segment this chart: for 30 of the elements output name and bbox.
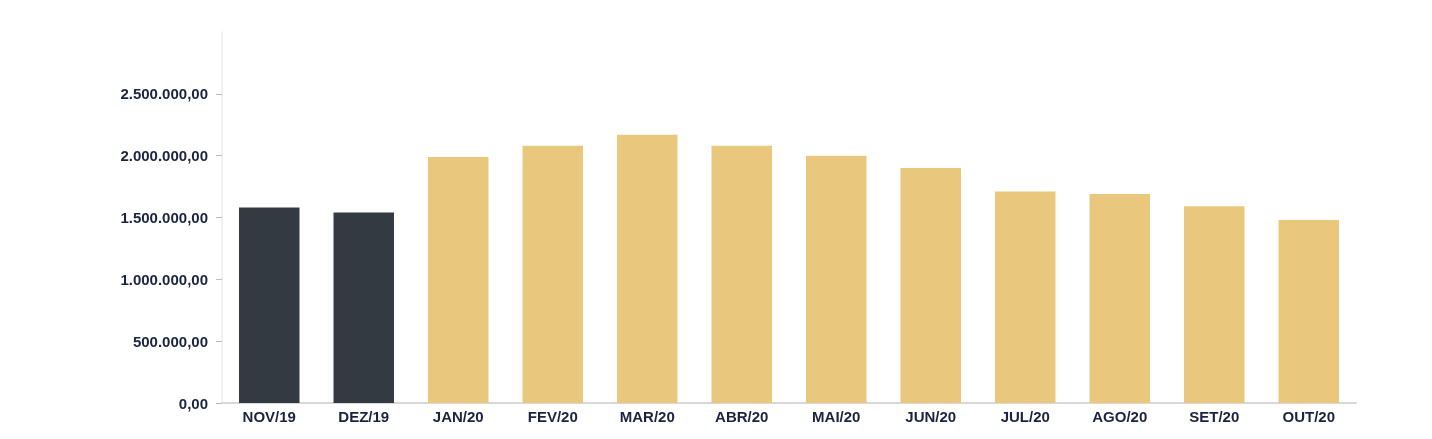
x-tick-label: JUL/20 [1000,408,1050,425]
x-tick-label: ABR/20 [715,408,769,425]
y-tick-label: 2.500.000,00 [120,85,208,103]
bar [900,168,961,403]
bar [428,156,489,403]
bar [806,155,867,403]
x-tick-label: SET/20 [1189,408,1240,425]
bar [239,207,300,403]
bar [617,134,678,403]
bar [333,212,394,403]
bar [1278,219,1339,403]
x-tick-label: JAN/20 [432,408,484,425]
bar [522,145,583,403]
x-tick-label: FEV/20 [527,408,578,425]
x-tick-label: AGO/20 [1092,408,1148,425]
y-tick-label: 0,00 [178,394,208,412]
x-tick-label: MAR/20 [619,408,675,425]
bar [1089,194,1150,403]
x-tick-label: DEZ/19 [338,408,390,425]
x-tick-label: MAI/20 [812,408,861,425]
y-tick-label: 2.000.000,00 [120,147,208,165]
y-tick-label: 500.000,00 [132,332,208,350]
y-tick-label: 1.500.000,00 [120,209,208,226]
bar [711,145,772,403]
x-tick-label: OUT/20 [1282,408,1336,425]
x-tick-label: NOV/19 [242,408,296,425]
x-tick-label: JUN/20 [905,408,957,425]
y-tick-label: 1.000.000,00 [120,270,208,288]
bar [995,191,1056,403]
bar [1184,206,1245,403]
